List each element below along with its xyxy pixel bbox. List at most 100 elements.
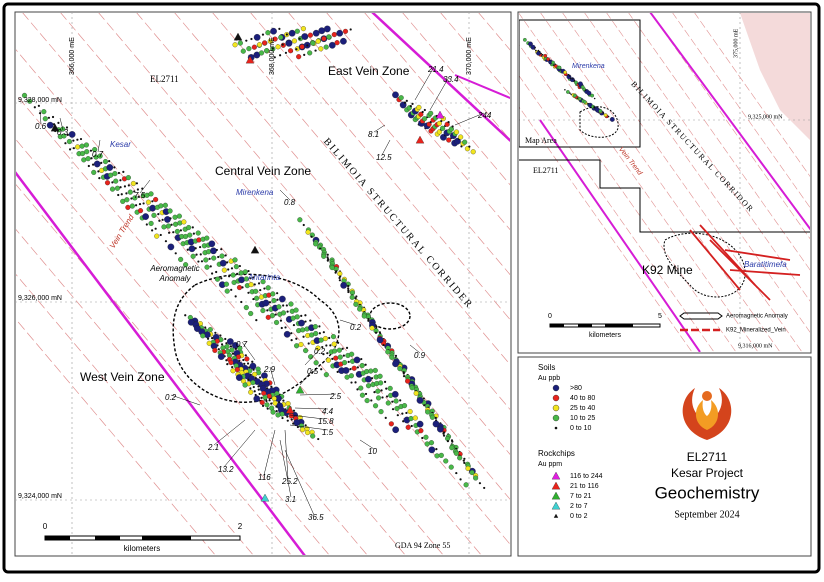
soil-sample	[230, 288, 233, 291]
soil-sample	[314, 49, 317, 52]
soil-sample	[394, 354, 398, 357]
soil-sample	[322, 353, 325, 356]
soil-sample	[247, 269, 250, 273]
tenement-label: EL2711	[150, 74, 179, 84]
soil-sample	[132, 195, 138, 201]
soil-sample	[399, 399, 402, 402]
soil-sample	[331, 32, 337, 38]
soil-sample	[312, 324, 318, 330]
soil-sample	[237, 40, 243, 46]
easting-label: 368,000 mE	[269, 37, 276, 75]
place-label: Kesar	[110, 140, 131, 149]
leader-line	[289, 424, 329, 431]
soil-sample	[220, 343, 224, 346]
assay-label: 2.9	[263, 365, 276, 374]
soil-sample	[303, 53, 306, 56]
soil-sample	[344, 374, 350, 380]
soil-sample	[365, 375, 372, 383]
scale-segment	[142, 536, 191, 540]
scale-label: 0	[43, 522, 48, 531]
soil-sample	[181, 219, 187, 225]
soil-sample	[241, 286, 244, 289]
soil-sample	[258, 50, 265, 56]
soil-sample	[83, 142, 89, 148]
inset-northing: 9,316,000 mN	[738, 343, 773, 349]
soil-sample	[97, 153, 103, 159]
soil-sample	[421, 110, 424, 114]
soil-sample	[313, 241, 319, 247]
assay-label: 2.1	[207, 443, 219, 452]
soil-sample	[186, 225, 192, 231]
soil-sample	[296, 54, 302, 60]
soil-sample	[323, 44, 329, 50]
soil-sample	[90, 157, 93, 160]
soil-sample	[172, 214, 178, 220]
soil-sample	[459, 478, 462, 481]
soil-sample	[215, 270, 218, 274]
legend-label: 21 to 116	[570, 483, 599, 490]
rockchip-sample	[250, 245, 260, 254]
place-label: Antarinta	[247, 273, 281, 282]
soil-sample	[326, 34, 332, 40]
soil-sample	[434, 453, 440, 459]
soil-sample	[535, 49, 537, 52]
soil-sample	[538, 50, 541, 53]
soil-sample	[286, 415, 289, 418]
soil-sample	[353, 301, 359, 307]
rockchip-sample	[295, 385, 305, 394]
soil-sample	[66, 133, 69, 136]
soil-sample	[252, 385, 255, 389]
mineralized-vein	[724, 249, 791, 261]
soil-sample	[434, 416, 437, 419]
soil-sample	[248, 389, 254, 395]
legend-label: 116 to 244	[570, 473, 603, 480]
assay-label: 0.8	[284, 198, 296, 207]
soil-sample	[483, 486, 486, 490]
soil-sample	[355, 295, 358, 298]
corridor-boundary	[454, 74, 510, 99]
vein-trend-line	[519, 106, 693, 352]
inset-place: Mirenkena	[572, 63, 605, 70]
soil-sample	[84, 149, 90, 155]
soil-sample	[405, 411, 408, 415]
soil-sample	[410, 424, 413, 428]
vein-trend-line	[519, 44, 737, 352]
soil-sample	[543, 53, 548, 58]
soil-sample	[375, 325, 378, 328]
soil-sample	[220, 345, 226, 351]
soil-sample	[65, 126, 69, 129]
soil-sample	[106, 164, 114, 171]
soil-sample	[224, 288, 230, 294]
vein-trend-line	[212, 13, 510, 365]
soil-sample	[293, 307, 299, 313]
legend-panel	[517, 356, 812, 557]
vein-trend-line	[174, 13, 510, 410]
soil-sample	[248, 282, 254, 288]
soil-sample	[270, 409, 276, 415]
assay-label: 0.2	[350, 323, 362, 332]
soil-sample	[385, 387, 388, 390]
soil-sample	[372, 367, 378, 374]
soil-sample	[416, 104, 422, 111]
rockchip-sample	[553, 513, 559, 518]
soil-sample	[349, 351, 355, 357]
soil-sample	[167, 243, 175, 251]
soil-sample	[442, 434, 446, 437]
assay-label: 116	[258, 473, 271, 482]
assay-label: 13.2	[218, 465, 234, 474]
legend-label: 0 to 2	[570, 513, 588, 520]
soil-sample	[315, 38, 321, 44]
soil-sample	[204, 326, 207, 329]
leader-line	[97, 139, 101, 153]
soil-sample	[194, 247, 197, 250]
soil-sample	[402, 372, 405, 375]
soil-sample	[334, 40, 340, 46]
soil-sample	[436, 120, 442, 126]
soil-sample	[136, 188, 139, 191]
leader-line	[299, 368, 314, 386]
soil-sample	[257, 388, 260, 391]
soil-sample	[265, 399, 268, 403]
leader-line	[454, 112, 485, 126]
soil-sample	[457, 455, 463, 461]
soil-sample	[212, 347, 218, 353]
